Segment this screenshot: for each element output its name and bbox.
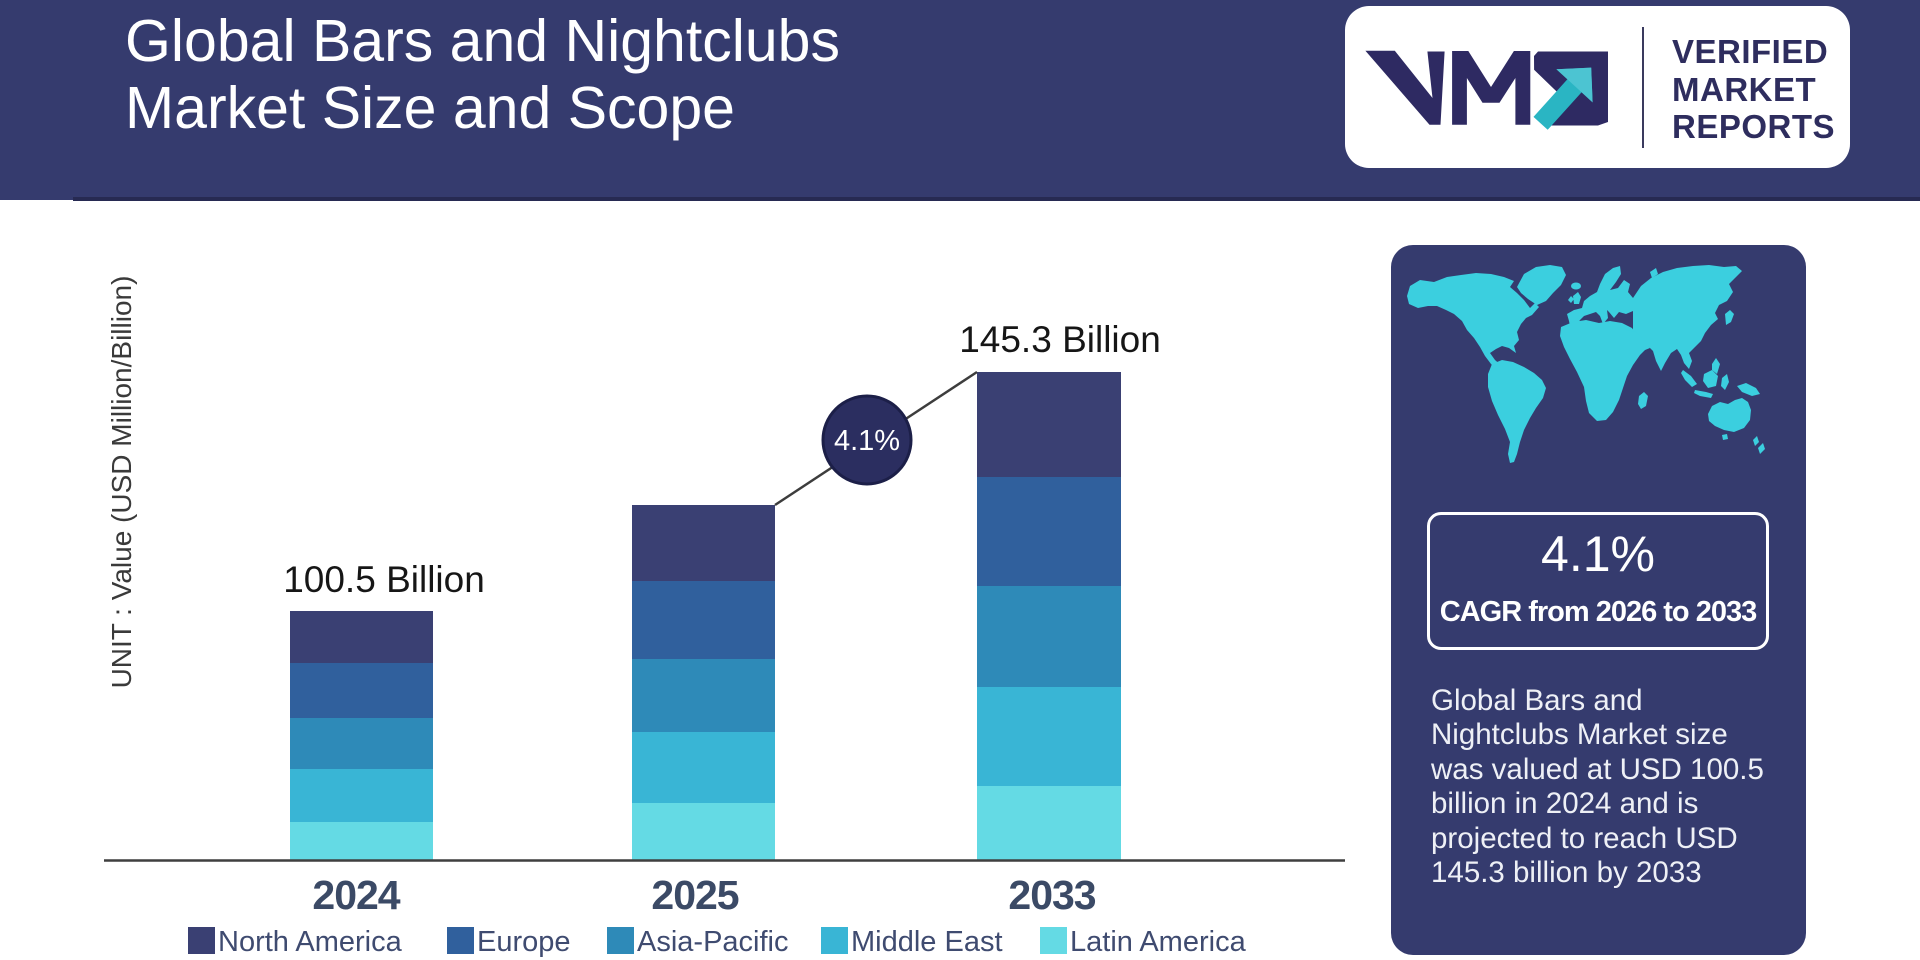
svg-text:Latin America: Latin America <box>1070 926 1247 958</box>
svg-text:North America: North America <box>218 926 403 958</box>
svg-text:2033: 2033 <box>1008 872 1095 918</box>
svg-text:2024: 2024 <box>312 872 400 918</box>
svg-text:4.1%: 4.1% <box>834 425 900 457</box>
svg-text:Europe: Europe <box>477 926 571 958</box>
svg-text:145.3 Billion: 145.3 Billion <box>959 319 1161 360</box>
svg-text:Middle East: Middle East <box>851 926 1003 958</box>
svg-text:2025: 2025 <box>651 872 738 918</box>
svg-text:UNIT : Value (USD Million/Bill: UNIT : Value (USD Million/Billion) <box>106 276 137 689</box>
svg-text:100.5 Billion: 100.5 Billion <box>283 559 485 600</box>
svg-text:Asia-Pacific: Asia-Pacific <box>637 926 789 958</box>
